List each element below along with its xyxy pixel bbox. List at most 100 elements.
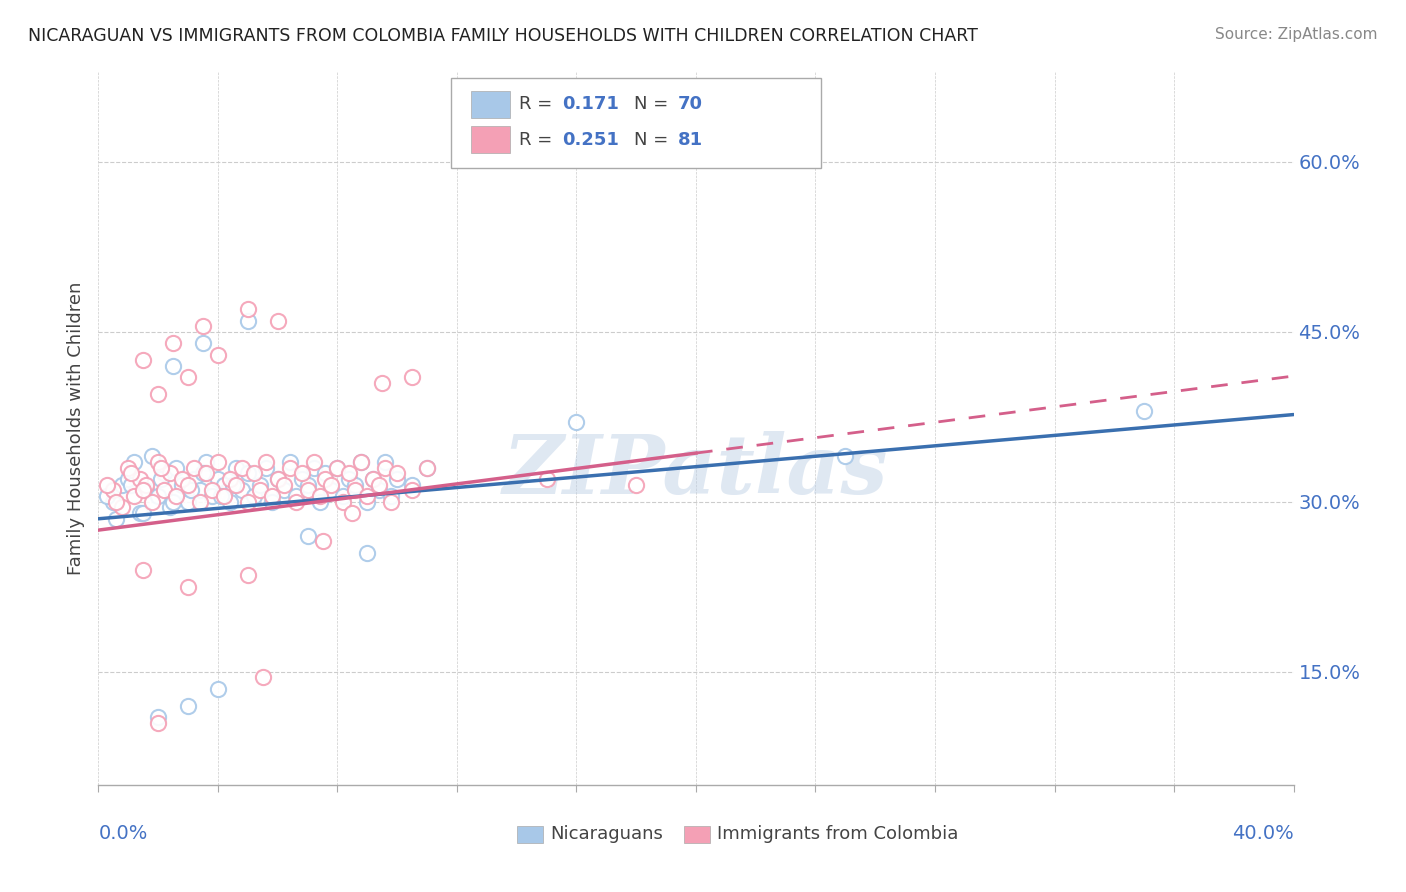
- Point: [254, 455, 277, 469]
- Text: N =: N =: [634, 131, 673, 149]
- Point: [177, 580, 200, 594]
- Point: [150, 460, 173, 475]
- Point: [231, 460, 253, 475]
- Point: [356, 546, 378, 560]
- Point: [339, 467, 361, 481]
- Point: [177, 370, 200, 384]
- Point: [207, 472, 229, 486]
- Point: [135, 483, 157, 498]
- Text: R =: R =: [519, 95, 558, 113]
- Point: [212, 477, 235, 491]
- Point: [401, 370, 423, 384]
- Point: [339, 472, 361, 486]
- Point: [302, 455, 325, 469]
- Point: [129, 472, 152, 486]
- Point: [141, 450, 163, 464]
- Point: [380, 495, 402, 509]
- Point: [148, 489, 170, 503]
- Point: [315, 472, 337, 486]
- Point: [321, 477, 343, 491]
- Point: [308, 495, 330, 509]
- Text: 70: 70: [678, 95, 703, 113]
- Point: [222, 477, 245, 491]
- Point: [172, 477, 194, 491]
- Point: [278, 455, 301, 469]
- Point: [374, 460, 396, 475]
- Point: [297, 477, 319, 491]
- Point: [124, 489, 146, 503]
- Point: [207, 455, 229, 469]
- Point: [132, 353, 155, 368]
- Point: [120, 467, 142, 481]
- Point: [284, 495, 307, 509]
- Point: [132, 506, 155, 520]
- Point: [368, 477, 391, 491]
- Point: [297, 529, 319, 543]
- Point: [153, 483, 176, 498]
- Point: [416, 460, 439, 475]
- Point: [153, 467, 176, 481]
- Point: [260, 489, 283, 503]
- Point: [201, 483, 224, 498]
- Point: [207, 347, 229, 361]
- FancyBboxPatch shape: [471, 127, 509, 153]
- Point: [308, 489, 330, 503]
- Point: [626, 477, 648, 491]
- Point: [321, 483, 343, 498]
- Point: [291, 472, 314, 486]
- Point: [191, 319, 214, 334]
- Point: [291, 467, 314, 481]
- Point: [162, 359, 184, 373]
- Point: [159, 467, 181, 481]
- Point: [267, 313, 290, 327]
- Point: [297, 483, 319, 498]
- Point: [278, 460, 301, 475]
- Text: 0.171: 0.171: [562, 95, 619, 113]
- Point: [148, 715, 170, 730]
- Point: [183, 472, 205, 486]
- Point: [326, 460, 349, 475]
- Point: [129, 506, 152, 520]
- Point: [350, 455, 373, 469]
- Point: [120, 477, 142, 491]
- Point: [344, 483, 367, 498]
- Point: [209, 489, 232, 503]
- Text: Nicaraguans: Nicaraguans: [550, 825, 664, 843]
- Point: [356, 489, 378, 503]
- Text: 40.0%: 40.0%: [1232, 824, 1294, 843]
- Point: [834, 450, 856, 464]
- Point: [177, 698, 200, 713]
- Point: [165, 489, 187, 503]
- Point: [172, 472, 194, 486]
- Point: [236, 302, 259, 317]
- Point: [188, 483, 211, 498]
- Point: [111, 500, 134, 515]
- Point: [416, 460, 439, 475]
- Point: [191, 336, 214, 351]
- Point: [162, 495, 184, 509]
- Point: [177, 477, 200, 491]
- Point: [254, 460, 277, 475]
- Point: [363, 472, 385, 486]
- Point: [225, 477, 247, 491]
- Point: [267, 472, 290, 486]
- Point: [252, 670, 274, 684]
- Y-axis label: Family Households with Children: Family Households with Children: [66, 282, 84, 574]
- Point: [207, 681, 229, 696]
- Point: [344, 477, 367, 491]
- Point: [117, 472, 139, 486]
- Point: [236, 568, 259, 582]
- Point: [195, 467, 218, 481]
- Point: [117, 460, 139, 475]
- Point: [243, 489, 266, 503]
- Point: [105, 495, 128, 509]
- Point: [150, 472, 173, 486]
- Point: [249, 477, 271, 491]
- Point: [302, 460, 325, 475]
- Point: [148, 387, 170, 401]
- Point: [148, 710, 170, 724]
- Point: [565, 416, 588, 430]
- Text: N =: N =: [634, 95, 673, 113]
- Text: Source: ZipAtlas.com: Source: ZipAtlas.com: [1215, 27, 1378, 42]
- Point: [536, 472, 558, 486]
